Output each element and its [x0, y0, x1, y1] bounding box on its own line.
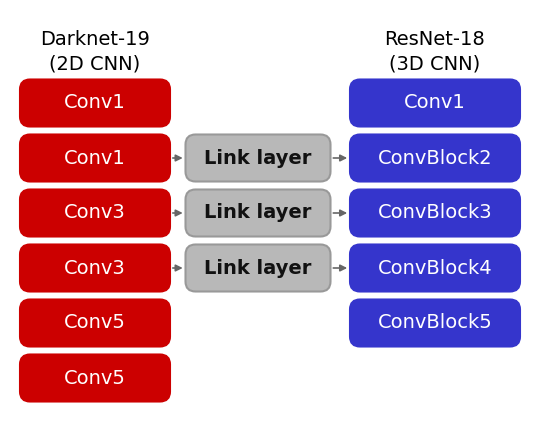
FancyBboxPatch shape [185, 134, 331, 181]
FancyBboxPatch shape [20, 79, 170, 127]
FancyBboxPatch shape [350, 134, 520, 181]
Text: ConvBlock5: ConvBlock5 [378, 314, 492, 333]
FancyBboxPatch shape [20, 355, 170, 401]
FancyBboxPatch shape [350, 79, 520, 127]
Text: Conv1: Conv1 [64, 149, 126, 168]
Text: Link layer: Link layer [204, 258, 312, 277]
FancyBboxPatch shape [185, 190, 331, 236]
FancyBboxPatch shape [20, 299, 170, 346]
Text: ConvBlock2: ConvBlock2 [378, 149, 492, 168]
Text: ConvBlock3: ConvBlock3 [378, 203, 492, 222]
FancyBboxPatch shape [350, 245, 520, 292]
Text: Conv5: Conv5 [64, 368, 126, 388]
FancyBboxPatch shape [185, 245, 331, 292]
Text: Darknet-19
(2D CNN): Darknet-19 (2D CNN) [40, 30, 150, 74]
Text: Conv3: Conv3 [64, 203, 126, 222]
FancyBboxPatch shape [350, 190, 520, 236]
FancyBboxPatch shape [20, 134, 170, 181]
FancyBboxPatch shape [350, 299, 520, 346]
Text: ConvBlock4: ConvBlock4 [378, 258, 492, 277]
Text: Link layer: Link layer [204, 203, 312, 222]
Text: Conv3: Conv3 [64, 258, 126, 277]
Text: ResNet-18
(3D CNN): ResNet-18 (3D CNN) [385, 30, 486, 74]
FancyBboxPatch shape [20, 190, 170, 236]
Text: Link layer: Link layer [204, 149, 312, 168]
Text: Conv1: Conv1 [64, 93, 126, 112]
Text: Conv1: Conv1 [404, 93, 466, 112]
Text: Conv5: Conv5 [64, 314, 126, 333]
FancyBboxPatch shape [20, 245, 170, 292]
